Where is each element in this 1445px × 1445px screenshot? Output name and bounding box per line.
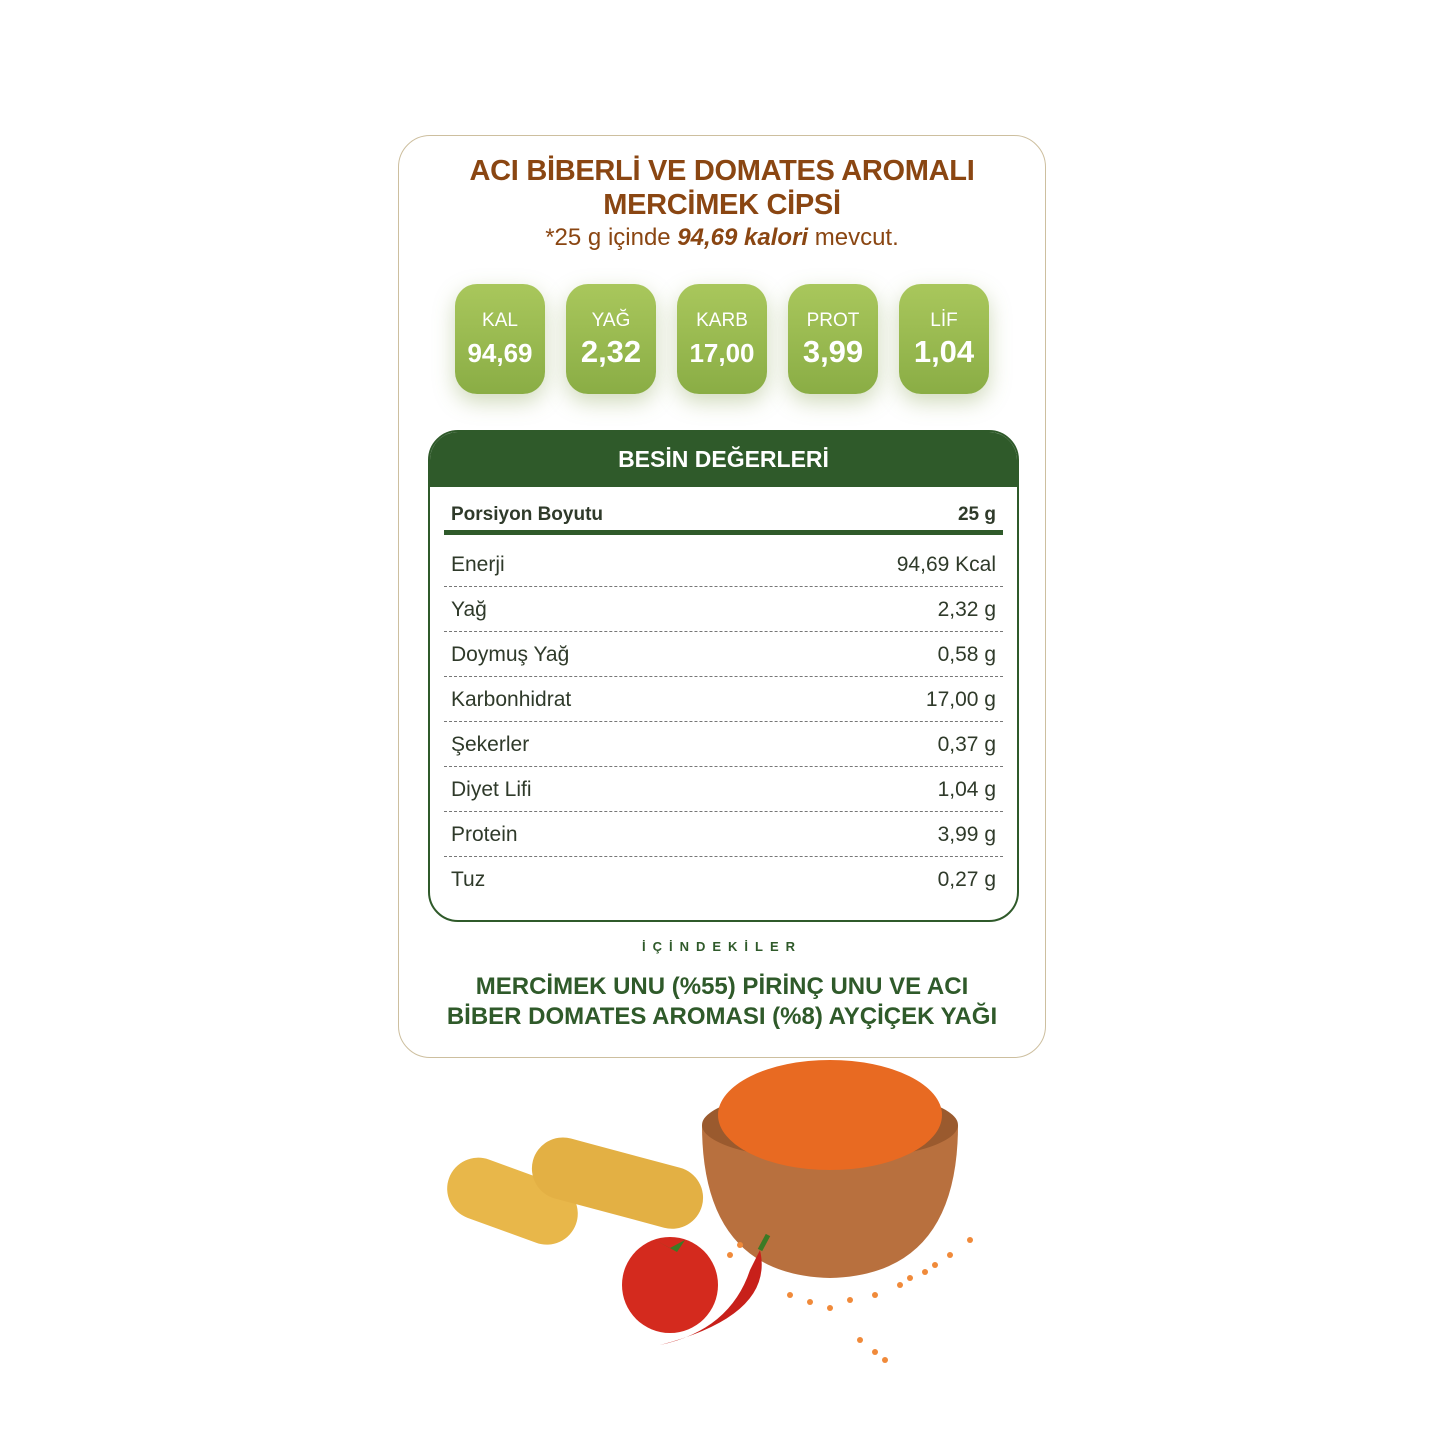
note-post: mevcut. <box>808 224 899 251</box>
nutrient-row: Şekerler 0,37 g <box>444 722 1003 767</box>
nutrient-row: Yağ 2,32 g <box>444 587 1003 632</box>
badge-label: LİF <box>930 310 958 331</box>
note-pre: *25 g içinde <box>545 224 678 251</box>
nutrient-row: Diyet Lifi 1,04 g <box>444 767 1003 812</box>
nutrient-name: Enerji <box>451 553 505 576</box>
chili-pepper-icon <box>660 1233 771 1345</box>
lentil-stick-icon <box>447 1157 578 1245</box>
nutrient-value: 0,37 g <box>937 733 996 756</box>
badge-label: KARB <box>696 310 748 331</box>
nutrient-name: Karbonhidrat <box>451 688 572 711</box>
nutrition-table: BESİN DEĞERLERİ Porsiyon Boyutu 25 g Ener… <box>428 430 1019 922</box>
portion-row: Porsiyon Boyutu 25 g <box>444 504 1003 535</box>
table-header: BESİN DEĞERLERİ <box>430 432 1017 487</box>
badge-value: 1,04 <box>913 334 975 369</box>
nutrient-row: Tuz 0,27 g <box>444 857 1003 902</box>
food-illustration <box>447 1060 973 1363</box>
nutrient-value: 2,32 g <box>937 598 996 621</box>
nutrient-value: 94,69 Kcal <box>896 553 996 576</box>
tomato-icon <box>622 1237 718 1333</box>
ingredients-line-1: MERCİMEK UNU (%55) PİRİNÇ UNU VE ACI <box>475 973 969 1000</box>
nutrient-value: 1,04 g <box>937 778 996 801</box>
note-bold: 94,69 kalori <box>677 224 809 251</box>
badge-value: 94,69 <box>467 338 533 368</box>
nutrient-row: Enerji 94,69 Kcal <box>444 542 1003 587</box>
badge-value: 3,99 <box>802 334 864 369</box>
nutrient-value: 0,58 g <box>937 643 996 666</box>
ingredients-text: MERCİMEK UNU (%55) PİRİNÇ UNU VE ACI BİB… <box>399 972 1045 1032</box>
nutrient-name: Doymuş Yağ <box>451 643 570 666</box>
badge-label: PROT <box>806 310 860 331</box>
title-line-2: MERCİMEK CİPSİ <box>603 189 841 221</box>
portion-value: 25 g <box>957 504 996 525</box>
macro-badges: KAL 94,69 YAĞ 2,32 KARB 17,00 PROT 3,99 LİF 1… <box>455 284 989 394</box>
title-line-1: ACI BİBERLİ VE DOMATES AROMALI <box>469 155 975 187</box>
nutrient-name: Protein <box>451 823 518 846</box>
nutrient-row: Karbonhidrat 17,00 g <box>444 677 1003 722</box>
nutrient-value: 17,00 g <box>925 688 996 711</box>
badge-karb: KARB 17,00 <box>677 284 767 394</box>
nutrient-row: Protein 3,99 g <box>444 812 1003 857</box>
badge-prot: PROT 3,99 <box>788 284 878 394</box>
badge-label: YAĞ <box>591 310 631 331</box>
badge-label: KAL <box>482 310 518 331</box>
nutrition-card: ACI BİBERLİ VE DOMATES AROMALI MERCİMEK … <box>398 135 1046 1058</box>
scattered-lentils-icon <box>727 1237 973 1363</box>
nutrient-name: Şekerler <box>451 733 530 756</box>
badge-value: 2,32 <box>580 334 642 369</box>
badge-kal: KAL 94,69 <box>455 284 545 394</box>
portion-label: Porsiyon Boyutu <box>451 504 604 525</box>
nutrient-name: Diyet Lifi <box>451 778 532 801</box>
badge-yag: YAĞ 2,32 <box>566 284 656 394</box>
ingredients-line-2: BİBER DOMATES AROMASI (%8) AYÇİÇEK YAĞI <box>446 1003 998 1030</box>
product-title: ACI BİBERLİ VE DOMATES AROMALI MERCİMEK … <box>399 154 1045 222</box>
badge-lif: LİF 1,04 <box>899 284 989 394</box>
calorie-note: *25 g içinde 94,69 kalori mevcut. <box>399 224 1045 252</box>
nutrient-value: 0,27 g <box>937 868 996 891</box>
nutrient-value: 3,99 g <box>937 823 996 846</box>
lentil-stick-icon <box>531 1137 704 1229</box>
nutrient-name: Yağ <box>451 598 487 621</box>
badge-value: 17,00 <box>689 338 755 368</box>
ingredients-heading: İÇİNDEKİLER <box>641 939 803 954</box>
nutrient-row: Doymuş Yağ 0,58 g <box>444 632 1003 677</box>
nutrient-name: Tuz <box>451 868 486 891</box>
